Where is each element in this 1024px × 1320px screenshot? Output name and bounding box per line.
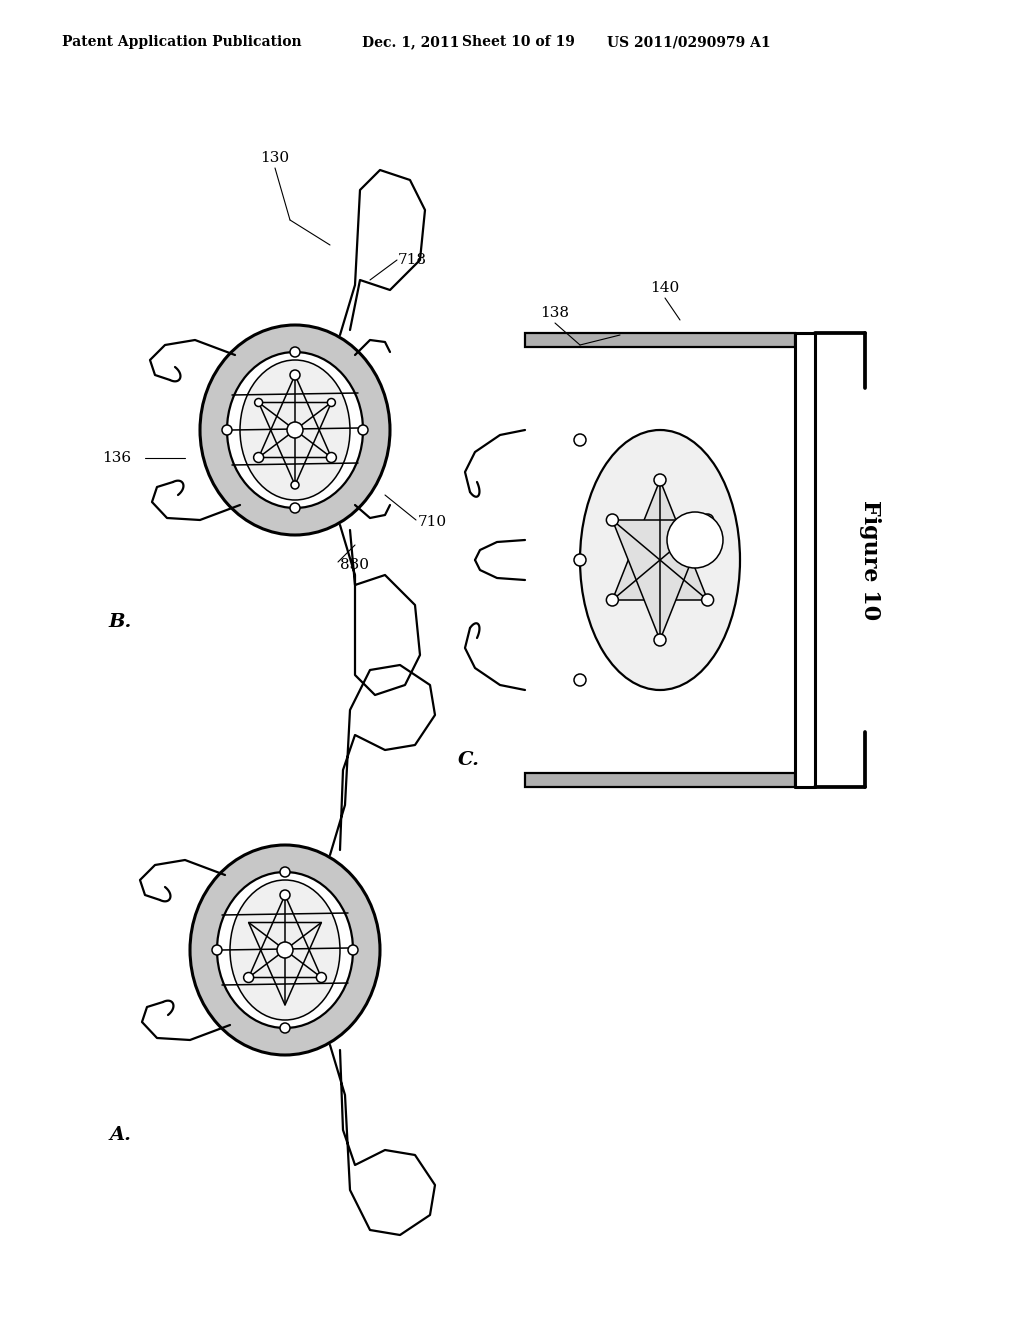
Circle shape [667, 512, 723, 568]
Ellipse shape [227, 352, 362, 508]
Text: C.: C. [458, 751, 480, 770]
Text: Dec. 1, 2011: Dec. 1, 2011 [362, 36, 460, 49]
Text: B.: B. [108, 612, 131, 631]
Circle shape [358, 425, 368, 436]
Circle shape [254, 453, 263, 462]
Circle shape [574, 675, 586, 686]
Text: Sheet 10 of 19: Sheet 10 of 19 [462, 36, 574, 49]
Circle shape [574, 554, 586, 566]
Circle shape [222, 425, 232, 436]
Polygon shape [612, 520, 708, 640]
Circle shape [280, 867, 290, 876]
Ellipse shape [580, 430, 740, 690]
Circle shape [212, 945, 222, 954]
Text: A.: A. [110, 1126, 132, 1144]
Circle shape [287, 422, 303, 438]
Circle shape [316, 973, 327, 982]
Circle shape [280, 1023, 290, 1034]
Circle shape [701, 594, 714, 606]
Circle shape [606, 594, 618, 606]
Circle shape [701, 513, 714, 525]
Circle shape [654, 634, 666, 645]
Polygon shape [612, 480, 708, 601]
Text: 718: 718 [398, 253, 427, 267]
Circle shape [654, 474, 666, 486]
Text: 710: 710 [418, 515, 447, 529]
Circle shape [278, 942, 293, 958]
Bar [525, 333, 795, 347]
Text: Patent Application Publication: Patent Application Publication [62, 36, 302, 49]
Text: 140: 140 [650, 281, 680, 294]
Circle shape [290, 503, 300, 513]
Circle shape [574, 434, 586, 446]
Circle shape [291, 480, 299, 488]
Text: 138: 138 [541, 306, 569, 319]
Ellipse shape [240, 360, 350, 500]
Circle shape [327, 453, 336, 462]
Circle shape [328, 399, 336, 407]
Ellipse shape [230, 880, 340, 1020]
Text: US 2011/0290979 A1: US 2011/0290979 A1 [607, 36, 771, 49]
Text: Figure 10: Figure 10 [859, 500, 881, 620]
Circle shape [606, 513, 618, 525]
Circle shape [348, 945, 358, 954]
Text: 130: 130 [260, 150, 290, 165]
Circle shape [255, 399, 262, 407]
Circle shape [290, 347, 300, 356]
Circle shape [280, 890, 290, 900]
Text: 136: 136 [102, 451, 131, 465]
Circle shape [244, 973, 254, 982]
Bar [525, 774, 795, 787]
Polygon shape [190, 845, 380, 1055]
Text: 830: 830 [340, 558, 369, 572]
Polygon shape [200, 325, 390, 535]
Circle shape [290, 370, 300, 380]
Ellipse shape [217, 873, 353, 1028]
